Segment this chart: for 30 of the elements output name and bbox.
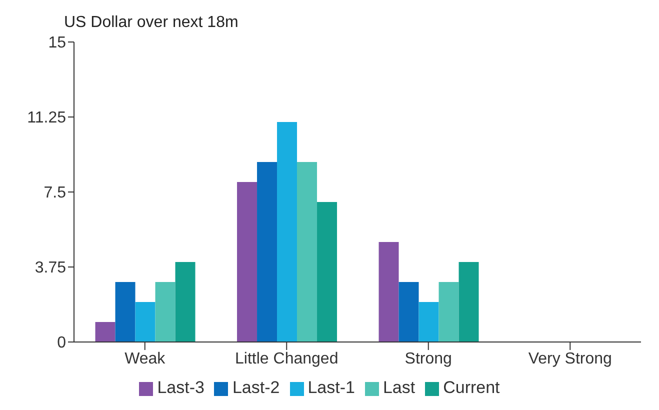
bar (297, 162, 318, 342)
bar (418, 302, 439, 342)
bar (135, 302, 156, 342)
legend-label: Last-1 (308, 378, 355, 397)
bar (277, 122, 298, 342)
bar (378, 242, 399, 342)
bar (398, 282, 419, 342)
x-tick-label: Little Changed (235, 350, 338, 368)
bar (317, 202, 338, 342)
bar (237, 182, 258, 342)
bar (257, 162, 278, 342)
bar (155, 282, 176, 342)
legend-label: Last-2 (232, 378, 280, 397)
y-tick-label: 11.25 (27, 110, 66, 127)
bar (175, 262, 196, 342)
legend-label: Last (382, 378, 416, 397)
bar (95, 322, 116, 342)
bar (458, 262, 479, 342)
y-tick-label: 15 (48, 34, 66, 52)
y-tick-label: 3.75 (34, 260, 66, 277)
legend-label: Current (443, 378, 500, 397)
legend-label: Last-3 (157, 378, 204, 397)
y-tick-label: 7.5 (44, 184, 66, 202)
y-tick-label: 0 (57, 334, 66, 352)
x-tick-label: Strong (404, 350, 452, 368)
chart-title: US Dollar over next 18m (64, 14, 238, 32)
x-tick-label: Weak (124, 350, 166, 368)
x-tick-label: Very Strong (528, 350, 612, 368)
bar (115, 282, 136, 342)
bar (438, 282, 459, 342)
